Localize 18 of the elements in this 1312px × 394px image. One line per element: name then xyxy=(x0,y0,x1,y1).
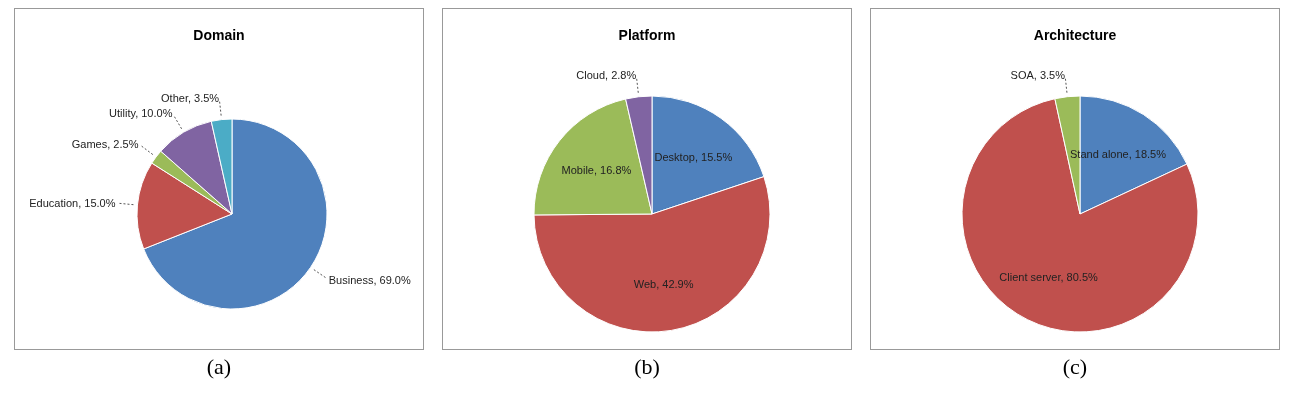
chart-title: Architecture xyxy=(1032,27,1118,43)
slice-label: Mobile, 16.8% xyxy=(561,164,632,177)
slice-label: Client server, 80.5% xyxy=(999,271,1099,284)
slice-label: Desktop, 15.5% xyxy=(654,150,733,163)
slice-label: Business, 69.0% xyxy=(328,273,411,286)
chart-title: Platform xyxy=(617,27,677,43)
text: (a) xyxy=(205,354,233,380)
slice-label: Other, 3.5% xyxy=(161,91,220,104)
chart-title: Domain xyxy=(192,27,246,43)
slice-label: Utility, 10.0% xyxy=(109,107,173,120)
slice-label: Web, 42.9% xyxy=(633,277,694,290)
slice-label: Games, 2.5% xyxy=(71,137,139,150)
slice-label: Cloud, 2.8% xyxy=(576,68,637,81)
text: (c) xyxy=(1061,354,1089,380)
slice-label: Education, 15.0% xyxy=(29,196,116,209)
text: (b) xyxy=(633,354,661,380)
pie-slice xyxy=(961,98,1199,333)
slice-label: SOA, 3.5% xyxy=(1010,68,1066,81)
